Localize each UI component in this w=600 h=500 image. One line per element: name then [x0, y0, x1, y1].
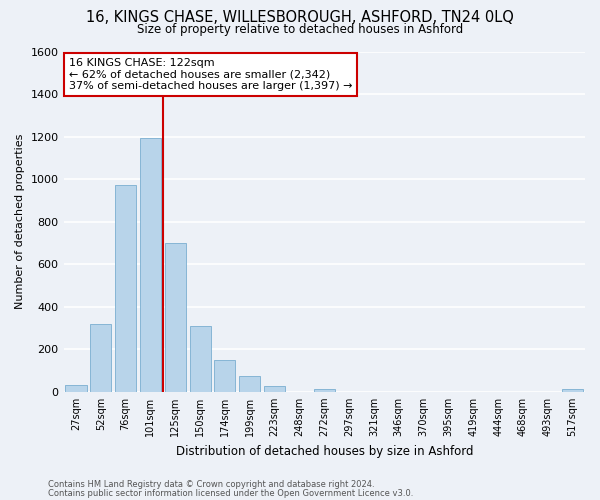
Text: Size of property relative to detached houses in Ashford: Size of property relative to detached ho… [137, 22, 463, 36]
Bar [115, 186, 136, 392]
Bar [140, 138, 161, 392]
Y-axis label: Number of detached properties: Number of detached properties [15, 134, 25, 310]
Text: Contains HM Land Registry data © Crown copyright and database right 2024.: Contains HM Land Registry data © Crown c… [48, 480, 374, 489]
Bar [65, 386, 86, 392]
Bar [165, 243, 186, 392]
Bar [239, 376, 260, 392]
Bar [214, 360, 235, 392]
X-axis label: Distribution of detached houses by size in Ashford: Distribution of detached houses by size … [176, 444, 473, 458]
Text: Contains public sector information licensed under the Open Government Licence v3: Contains public sector information licen… [48, 488, 413, 498]
Bar [190, 326, 211, 392]
Bar [562, 388, 583, 392]
Bar [90, 324, 112, 392]
Text: 16, KINGS CHASE, WILLESBOROUGH, ASHFORD, TN24 0LQ: 16, KINGS CHASE, WILLESBOROUGH, ASHFORD,… [86, 10, 514, 25]
Bar [314, 388, 335, 392]
Text: 16 KINGS CHASE: 122sqm
← 62% of detached houses are smaller (2,342)
37% of semi-: 16 KINGS CHASE: 122sqm ← 62% of detached… [69, 58, 352, 91]
Bar [264, 386, 285, 392]
